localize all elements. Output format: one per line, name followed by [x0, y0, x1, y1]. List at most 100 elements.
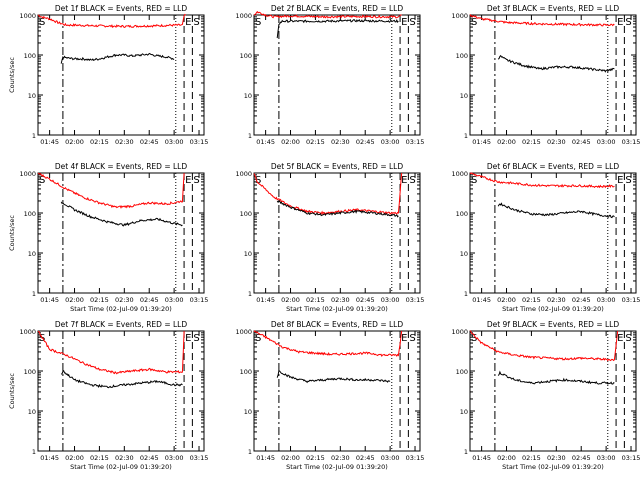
chart-title: Det 4f BLACK = Events, RED = LLD: [55, 162, 188, 171]
lld-series-line: [469, 172, 615, 189]
event-marker-label: S: [625, 333, 631, 344]
y-tick-label: 1: [464, 290, 468, 298]
x-tick-label: 02:45: [356, 454, 375, 462]
x-tick-label: 02:15: [306, 296, 325, 304]
y-tick-label: 1000: [451, 328, 468, 336]
events-series-line: [276, 369, 391, 384]
plot-frame: [253, 14, 421, 136]
x-axis-label: Start Time (02-Jul-09 01:39:20): [70, 305, 172, 313]
x-tick-label: 03:00: [165, 454, 184, 462]
event-marker-label: E: [617, 175, 623, 186]
x-tick-label: 02:30: [331, 296, 350, 304]
chart-title: Det 2f BLACK = Events, RED = LLD: [271, 4, 404, 13]
x-tick-label: 02:45: [140, 138, 159, 146]
x-tick-label: 02:15: [306, 454, 325, 462]
x-tick-label: 02:30: [115, 138, 134, 146]
x-tick-label: 02:15: [90, 454, 109, 462]
event-marker-label: S: [255, 17, 261, 28]
y-tick-label: 100: [456, 210, 468, 218]
x-tick-label: 02:15: [522, 454, 541, 462]
x-tick-label: 03:00: [597, 454, 616, 462]
x-tick-label: 02:00: [497, 138, 516, 146]
chart-panel-9: Det 9f BLACK = Events, RED = LLD 1 10 100 10…: [451, 320, 640, 471]
event-marker-label: S: [193, 175, 199, 186]
x-tick-label: 02:30: [331, 138, 350, 146]
y-tick-label: 100: [456, 368, 468, 376]
plot-frame: [37, 330, 205, 452]
y-tick-label: 1000: [451, 12, 468, 20]
x-tick-label: 02:00: [281, 296, 300, 304]
chart-panel-6: Det 6f BLACK = Events, RED = LLD 1 10 100 10…: [451, 162, 640, 313]
y-tick-label: 1000: [451, 170, 468, 178]
x-tick-label: 02:15: [522, 138, 541, 146]
event-marker-label: S: [409, 17, 415, 28]
y-tick-label: 100: [24, 52, 36, 60]
x-tick-label: 02:30: [331, 454, 350, 462]
plot-frame: [469, 14, 637, 136]
y-tick-label: 1: [32, 290, 36, 298]
y-tick-label: 10: [28, 250, 36, 258]
x-tick-label: 01:45: [472, 296, 491, 304]
x-tick-label: 02:45: [572, 454, 591, 462]
x-tick-label: 01:45: [256, 454, 275, 462]
lld-series-line: [37, 13, 186, 29]
y-tick-label: 1000: [19, 170, 36, 178]
event-marker-label: S: [39, 175, 45, 186]
lld-series-line: [37, 172, 185, 209]
chart-title: Det 1f BLACK = Events, RED = LLD: [55, 4, 188, 13]
x-tick-label: 03:00: [381, 138, 400, 146]
events-series-line: [497, 54, 615, 73]
events-series-line: [497, 370, 615, 385]
x-tick-label: 02:00: [497, 296, 516, 304]
y-tick-label: 1: [248, 132, 252, 140]
chart-title: Det 3f BLACK = Events, RED = LLD: [487, 4, 620, 13]
plot-frame: [37, 172, 205, 294]
x-tick-label: 03:15: [622, 138, 640, 146]
events-series-line: [276, 200, 399, 218]
x-tick-label: 01:45: [40, 138, 59, 146]
x-tick-label: 02:30: [115, 454, 134, 462]
x-tick-label: 02:15: [306, 138, 325, 146]
events-series-line: [60, 370, 183, 389]
x-tick-label: 02:45: [572, 296, 591, 304]
event-marker-label: E: [401, 17, 407, 28]
events-series-line: [60, 201, 183, 227]
y-tick-label: 10: [28, 408, 36, 416]
x-tick-label: 01:45: [472, 454, 491, 462]
event-marker-label: E: [185, 333, 191, 344]
event-marker-label: E: [617, 333, 623, 344]
x-tick-label: 02:30: [547, 138, 566, 146]
x-tick-label: 02:15: [90, 138, 109, 146]
events-series-line: [497, 202, 615, 219]
x-tick-label: 01:45: [256, 296, 275, 304]
y-tick-label: 1000: [235, 12, 252, 20]
x-tick-label: 02:45: [572, 138, 591, 146]
lld-series-line: [253, 330, 403, 357]
y-tick-label: 10: [28, 92, 36, 100]
x-tick-label: 03:15: [406, 296, 425, 304]
event-marker-label: S: [409, 333, 415, 344]
events-series-line: [60, 52, 175, 64]
x-tick-label: 01:45: [472, 138, 491, 146]
x-tick-label: 02:15: [522, 296, 541, 304]
event-marker-label: E: [401, 333, 407, 344]
chart-title: Det 6f BLACK = Events, RED = LLD: [487, 162, 620, 171]
chart-panel-3: Det 3f BLACK = Events, RED = LLD 1 10 100 10…: [451, 4, 640, 146]
x-tick-label: 02:15: [90, 296, 109, 304]
y-tick-label: 100: [240, 368, 252, 376]
x-tick-label: 03:00: [597, 138, 616, 146]
y-tick-label: 1000: [19, 328, 36, 336]
y-axis-label: Counts/sec: [8, 215, 16, 251]
x-tick-label: 03:00: [165, 138, 184, 146]
y-tick-label: 1000: [19, 12, 36, 20]
event-marker-label: S: [193, 17, 199, 28]
x-tick-label: 03:00: [381, 454, 400, 462]
lld-series-line: [38, 330, 185, 375]
x-tick-label: 03:15: [622, 296, 640, 304]
plot-frame: [469, 330, 637, 452]
chart-panel-8: Det 8f BLACK = Events, RED = LLD 1 10 100 10…: [235, 320, 424, 471]
lld-series-line: [469, 14, 615, 27]
chart-panel-4: Det 4f BLACK = Events, RED = LLD 1 10 100 10…: [8, 162, 208, 313]
x-tick-label: 01:45: [40, 454, 59, 462]
plot-frame: [469, 172, 637, 294]
